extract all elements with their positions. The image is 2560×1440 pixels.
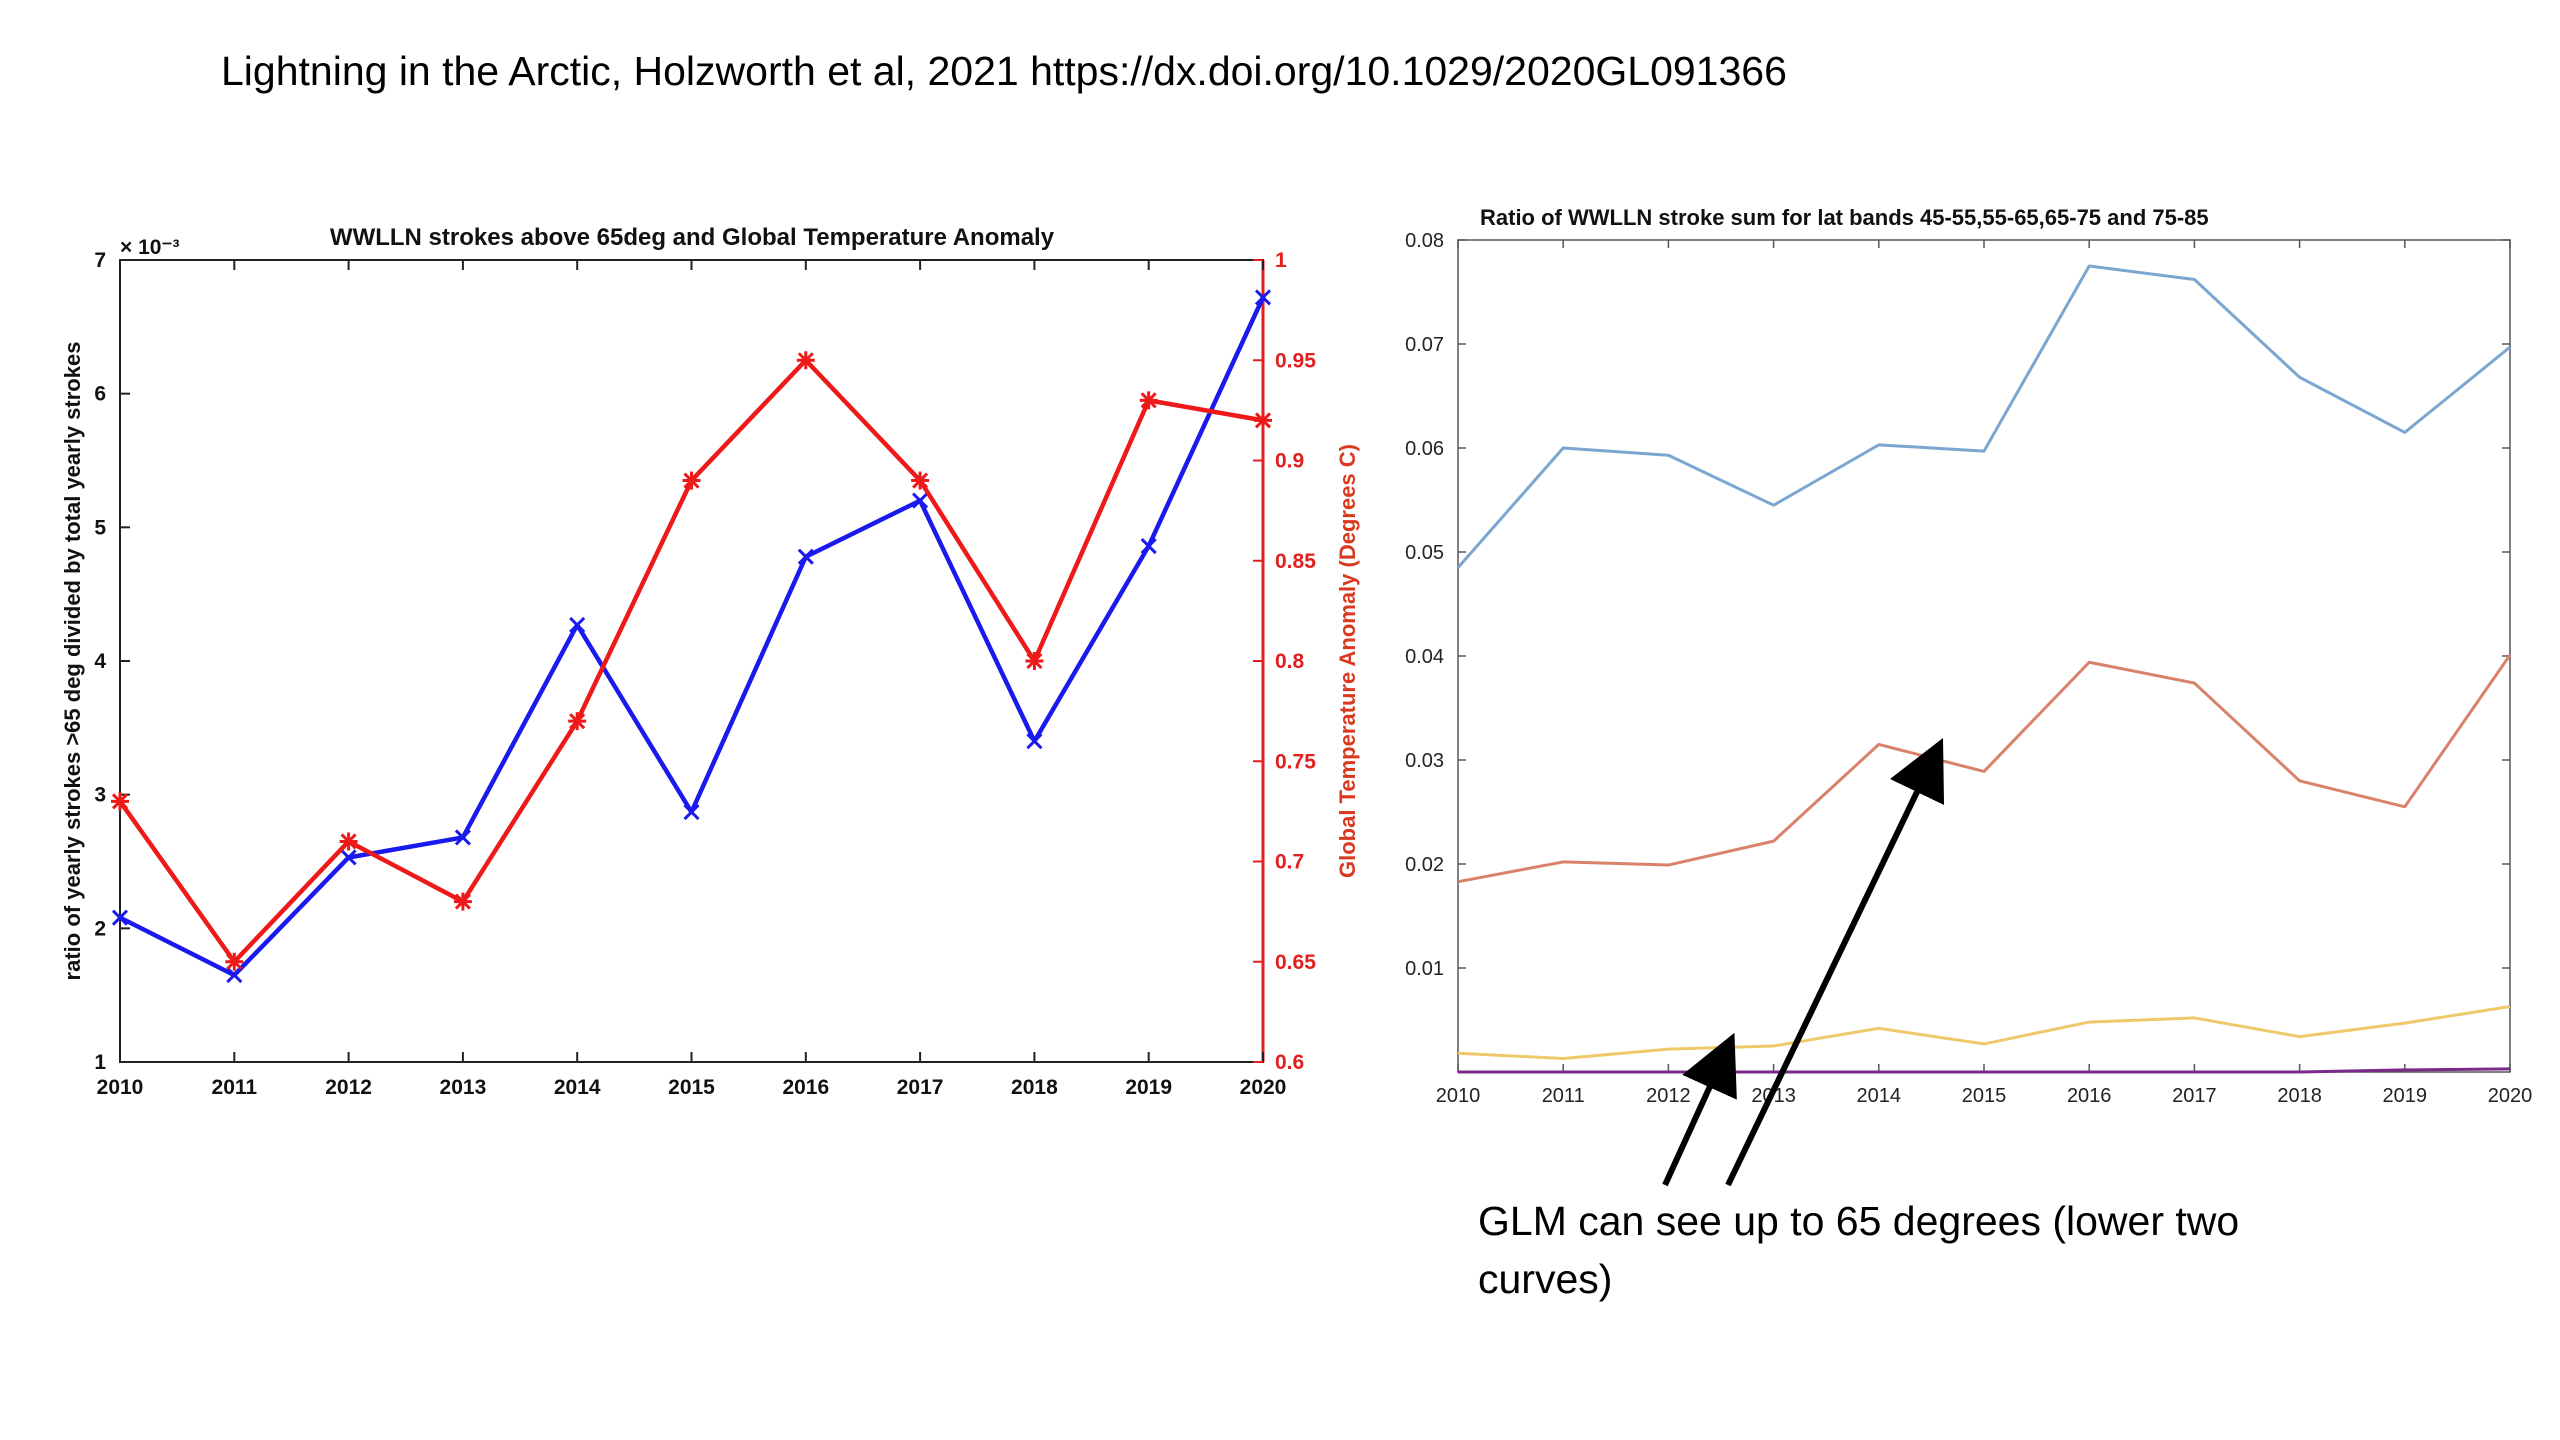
left-y-right-tick-label: 1 — [1275, 249, 1287, 272]
right-series-line-1 — [1457, 654, 2512, 884]
left-series-0-marker — [1026, 733, 1043, 750]
left-series-1-marker — [111, 792, 129, 811]
left-series-0-marker — [797, 548, 814, 565]
left-series-0-marker — [454, 829, 471, 846]
right-x-tick-label: 2016 — [2067, 1085, 2112, 1107]
left-series-1-marker — [1025, 652, 1044, 670]
left-series-1-marker — [1139, 391, 1158, 410]
annotation-note: GLM can see up to 65 degrees (lower two … — [1478, 1198, 2240, 1302]
left-chart-ylabel: ratio of yearly strokes >65 deg divided … — [60, 342, 85, 981]
right-series-line-0 — [1456, 264, 2511, 569]
right-chart-frame — [1457, 239, 2511, 1073]
left-series-1-marker — [1254, 411, 1272, 430]
right-y-tick-label: 0.08 — [1405, 230, 1444, 252]
left-x-tick-label: 2013 — [440, 1076, 487, 1099]
left-y-tick-label: 6 — [94, 383, 106, 406]
left-series-1-marker — [453, 892, 472, 911]
right-x-tick-label: 2014 — [1857, 1085, 1902, 1107]
right-x-tick-label: 2019 — [2383, 1085, 2428, 1107]
left-chart-multiplier: × 10⁻³ — [120, 236, 180, 259]
right-x-tick-label: 2010 — [1436, 1085, 1481, 1107]
right-y-tick-label: 0.05 — [1405, 542, 1444, 564]
right-y-tick-label: 0.01 — [1405, 958, 1444, 980]
left-y-tick-label: 5 — [94, 516, 106, 539]
right-chart-title: Ratio of WWLLN stroke sum for lat bands … — [1480, 205, 2209, 230]
right-x-tick-label: 2020 — [2488, 1085, 2533, 1107]
left-x-tick-label: 2020 — [1240, 1076, 1287, 1099]
left-series-1-marker — [225, 952, 244, 971]
left-series-1-marker — [796, 351, 815, 370]
right-chart: Ratio of WWLLN stroke sum for lat bands … — [1405, 205, 2532, 1107]
left-x-tick-label: 2018 — [1011, 1076, 1058, 1099]
left-series-0-marker — [683, 803, 700, 821]
right-y-tick-label: 0.03 — [1405, 750, 1444, 772]
left-y-tick-label: 7 — [94, 249, 106, 272]
left-y-right-tick-label: 0.8 — [1275, 650, 1305, 673]
left-series-1-marker — [911, 471, 930, 490]
left-y-right-tick-label: 0.7 — [1275, 851, 1304, 874]
left-y-tick-label: 3 — [94, 784, 106, 807]
left-y-tick-label: 1 — [94, 1051, 106, 1074]
left-series-1-marker — [682, 471, 701, 490]
left-series-0-marker — [340, 849, 357, 866]
left-x-tick-label: 2015 — [668, 1076, 715, 1099]
left-series-0-marker — [1254, 289, 1272, 306]
left-y-right-tick-label: 0.95 — [1275, 349, 1316, 372]
right-x-tick-label: 2012 — [1646, 1085, 1691, 1107]
left-series-0-marker — [569, 616, 586, 633]
left-chart: WWLLN strokes above 65deg and Global Tem… — [60, 224, 1360, 1099]
right-series-line-2 — [1457, 1004, 2511, 1060]
left-chart-title: WWLLN strokes above 65deg and Global Tem… — [330, 224, 1055, 251]
left-series-0-marker — [226, 967, 243, 984]
right-series-line-3 — [1458, 1067, 2511, 1074]
left-y-right-tick-label: 0.75 — [1275, 750, 1316, 773]
left-y-tick-label: 4 — [94, 650, 106, 673]
right-x-tick-label: 2018 — [2277, 1085, 2322, 1107]
left-x-tick-label: 2011 — [212, 1076, 258, 1099]
left-x-tick-label: 2010 — [97, 1076, 144, 1099]
left-series-0-marker — [111, 909, 129, 926]
right-x-tick-label: 2017 — [2172, 1085, 2217, 1107]
right-x-tick-label: 2015 — [1962, 1085, 2007, 1107]
arrow-to-orange-curve — [1725, 737, 1945, 1187]
arrow-to-yellow-curve — [1662, 1032, 1737, 1187]
right-y-tick-label: 0.07 — [1405, 334, 1444, 356]
left-x-tick-label: 2016 — [782, 1076, 829, 1099]
left-y-right-tick-label: 0.85 — [1275, 550, 1316, 573]
annotation-arrows — [1662, 737, 1945, 1187]
left-chart-frame — [119, 259, 1264, 1063]
right-y-tick-label: 0.02 — [1405, 854, 1444, 876]
left-x-tick-label: 2014 — [554, 1076, 601, 1099]
left-x-tick-label: 2012 — [325, 1076, 372, 1099]
left-y-right-tick-label: 0.6 — [1275, 1051, 1304, 1074]
left-series-0-marker — [912, 492, 929, 509]
left-x-tick-label: 2017 — [897, 1076, 944, 1099]
slide-title: Lightning in the Arctic, Holzworth et al… — [221, 48, 1787, 94]
left-chart-ylabel-right: Global Temperature Anomaly (Degrees C) — [1335, 444, 1360, 878]
left-y-right-tick-label: 0.65 — [1275, 951, 1316, 974]
left-y-right-tick-label: 0.9 — [1275, 450, 1304, 473]
right-x-tick-label: 2011 — [1542, 1085, 1585, 1107]
left-x-tick-label: 2019 — [1125, 1076, 1172, 1099]
left-series-0-marker — [1140, 537, 1157, 555]
left-series-1-marker — [339, 832, 358, 851]
left-y-tick-label: 2 — [94, 917, 106, 940]
right-y-tick-label: 0.04 — [1405, 646, 1444, 668]
right-y-tick-label: 0.06 — [1405, 438, 1444, 460]
left-series-1-marker — [568, 712, 587, 731]
